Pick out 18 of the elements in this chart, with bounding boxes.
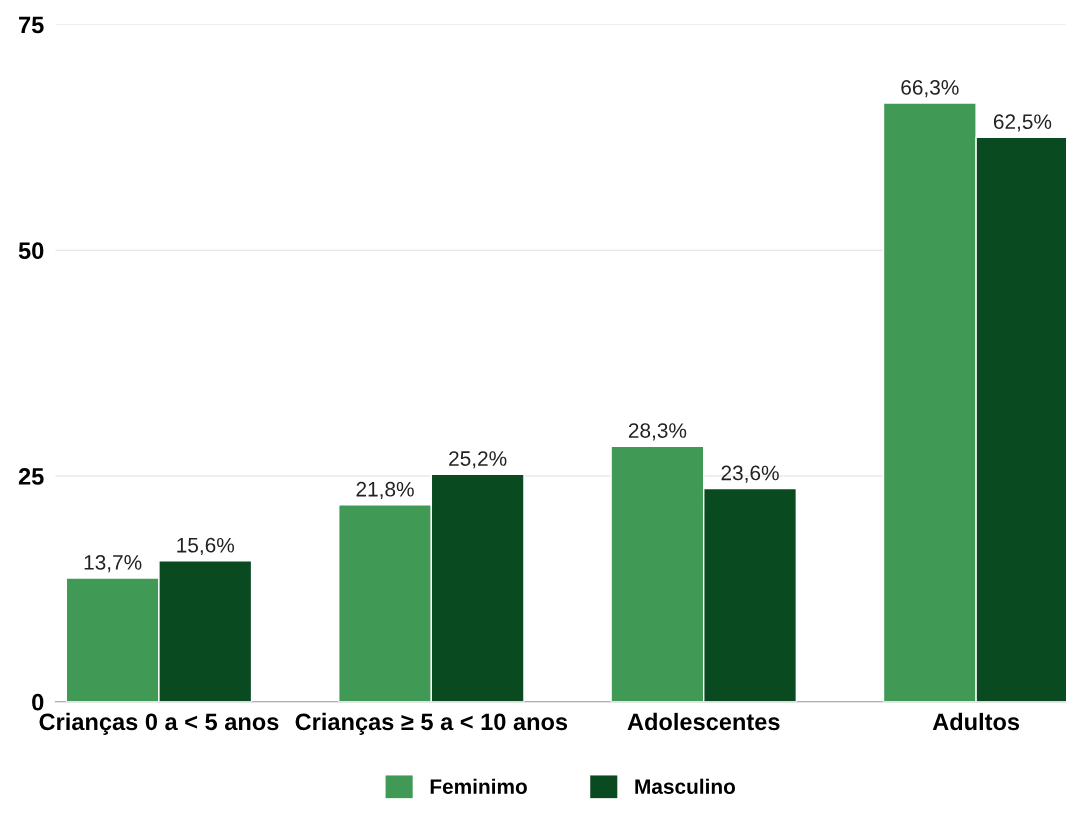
y-tick-label: 25: [18, 468, 44, 485]
data-label: 66,3%: [901, 80, 959, 98]
data-label: 15,6%: [177, 537, 235, 556]
x-tick-label: Crianças 0 a < 5 anos: [39, 712, 279, 735]
data-label: 21,8%: [356, 481, 414, 500]
x-tick-label: Adultos: [932, 712, 1020, 731]
data-label: 23,6%: [721, 465, 779, 483]
data-label: 62,5%: [993, 114, 1052, 132]
x-tick-label: Adolescentes: [627, 712, 780, 731]
data-label: 13,7%: [84, 555, 142, 573]
y-tick-label: 0: [32, 693, 44, 711]
data-label: 25,2%: [449, 451, 507, 469]
x-tick-label: Crianças ≥ 5 a < 10 anos: [295, 712, 568, 735]
legend-label: Masculino: [635, 778, 736, 794]
data-label: 28,3%: [628, 423, 687, 441]
legend-label: Feminimo: [430, 778, 527, 794]
y-tick-label: 75: [19, 16, 44, 34]
y-tick-label: 50: [18, 242, 44, 260]
